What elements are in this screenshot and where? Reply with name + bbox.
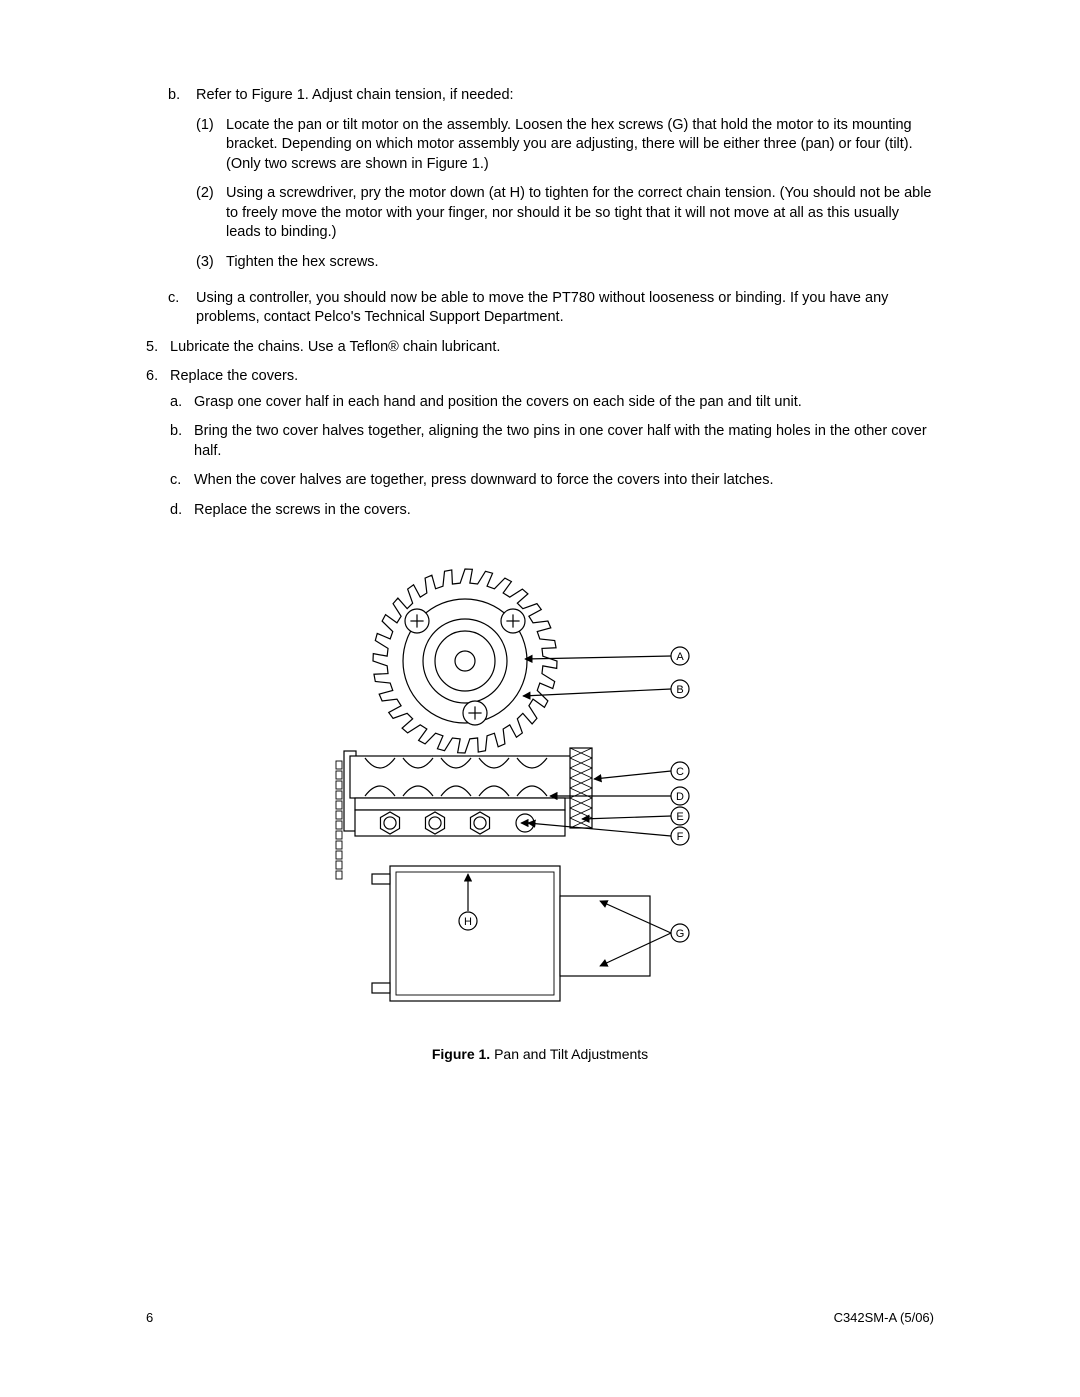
item-5-text: Lubricate the chains. Use a Teflon® chai…	[170, 338, 934, 358]
item-6b: b. Bring the two cover halves together, …	[170, 422, 934, 461]
figure-caption-rest: Pan and Tilt Adjustments	[490, 1046, 648, 1062]
svg-text:E: E	[676, 811, 683, 823]
marker-5: 5.	[146, 338, 170, 358]
item-c: c. Using a controller, you should now be…	[168, 289, 934, 328]
figure-caption-bold: Figure 1.	[432, 1046, 490, 1062]
marker-6d: d.	[170, 501, 194, 521]
figure-caption: Figure 1. Pan and Tilt Adjustments	[146, 1045, 934, 1064]
marker-b3: (3)	[196, 253, 226, 273]
item-6c: c. When the cover halves are together, p…	[170, 471, 934, 491]
item-6c-text: When the cover halves are together, pres…	[194, 471, 934, 491]
item-b: b. Refer to Figure 1. Adjust chain tensi…	[168, 86, 934, 279]
item-b1-text: Locate the pan or tilt motor on the asse…	[226, 116, 934, 175]
marker-6b: b.	[170, 422, 194, 461]
svg-text:B: B	[676, 684, 683, 696]
item-b2-text: Using a screwdriver, pry the motor down …	[226, 184, 934, 243]
item-b3: (3) Tighten the hex screws.	[196, 253, 934, 273]
item-b1: (1) Locate the pan or tilt motor on the …	[196, 116, 934, 175]
item-6a-text: Grasp one cover half in each hand and po…	[194, 393, 934, 413]
pan-tilt-diagram-icon: H A B C DEF G	[320, 561, 760, 1031]
item-6b-text: Bring the two cover halves together, ali…	[194, 422, 934, 461]
marker-6c: c.	[170, 471, 194, 491]
marker-6: 6.	[146, 367, 170, 530]
marker-c: c.	[168, 289, 196, 328]
marker-6a: a.	[170, 393, 194, 413]
item-b3-text: Tighten the hex screws.	[226, 253, 934, 273]
marker-b1: (1)	[196, 116, 226, 175]
svg-text:F: F	[677, 831, 684, 843]
doc-id: C342SM-A (5/06)	[834, 1309, 934, 1327]
item-b-intro: Refer to Figure 1. Adjust chain tension,…	[196, 86, 934, 106]
item-6: 6. Replace the covers. a. Grasp one cove…	[146, 367, 934, 530]
svg-text:H: H	[464, 916, 472, 928]
item-6d: d. Replace the screws in the covers.	[170, 501, 934, 521]
item-c-text: Using a controller, you should now be ab…	[196, 289, 934, 328]
svg-text:D: D	[676, 791, 684, 803]
item-6-text: Replace the covers.	[170, 367, 934, 387]
svg-text:C: C	[676, 766, 684, 778]
marker-b2: (2)	[196, 184, 226, 243]
item-b2: (2) Using a screwdriver, pry the motor d…	[196, 184, 934, 243]
page-number: 6	[146, 1309, 153, 1327]
svg-text:G: G	[676, 928, 685, 940]
svg-text:A: A	[676, 651, 684, 663]
item-6a: a. Grasp one cover half in each hand and…	[170, 393, 934, 413]
figure-1: H A B C DEF G Figure 1. Pan and Tilt Adjustme…	[146, 561, 934, 1064]
marker-b: b.	[168, 86, 196, 279]
item-6d-text: Replace the screws in the covers.	[194, 501, 934, 521]
item-5: 5. Lubricate the chains. Use a Teflon® c…	[146, 338, 934, 358]
